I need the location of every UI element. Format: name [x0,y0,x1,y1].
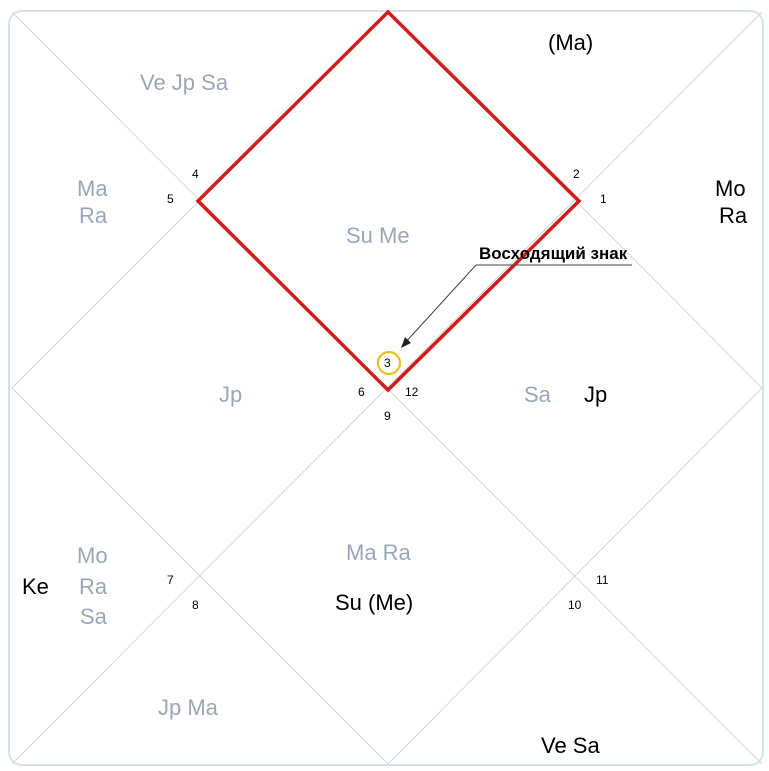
planet-group: Su (Me) [335,590,413,615]
house-number-11: 11 [596,573,609,587]
house-number-5: 5 [167,192,174,206]
house-number-6: 6 [358,385,365,399]
house-number-10: 10 [568,598,582,612]
house-number-4: 4 [192,167,199,181]
house-number-1: 1 [600,192,607,206]
planet-group: Su Me [346,223,410,248]
callout-arrowhead [401,337,411,348]
planet-group: Sa [80,604,108,629]
planet-group: Ra [719,203,748,228]
planet-group: Ra [79,203,108,228]
ascendant-house-outline [195,9,582,393]
house-number-2: 2 [573,167,580,181]
house-number-12: 12 [405,385,419,399]
house-number-9: 9 [384,409,391,423]
planet-group: Ma Ra [346,540,412,565]
planet-group: Jp [219,382,242,407]
planet-group: Mo [77,543,108,568]
planet-group: Sa [524,382,552,407]
grid-diamond-br [387,387,763,765]
planet-group: Jp [584,382,607,407]
planet-group: Ve Jp Sa [140,70,229,95]
house-number-7: 7 [167,573,174,587]
planet-group: Ra [79,574,108,599]
planet-group: Jp Ma [158,695,219,720]
planet-group: Ke [22,574,49,599]
house-number-3: 3 [384,356,391,370]
grid-diamond-bl [11,387,389,765]
ascendant-ring [376,350,402,376]
house-number-8: 8 [192,598,199,612]
planet-group: Ma [77,176,108,201]
callout-arrow-line [403,264,477,345]
callout-label: Восходящий знак [479,244,628,263]
planet-group: Mo [715,176,746,201]
planet-group: Ve Sa [541,733,600,758]
planet-group: (Ma) [548,30,593,55]
